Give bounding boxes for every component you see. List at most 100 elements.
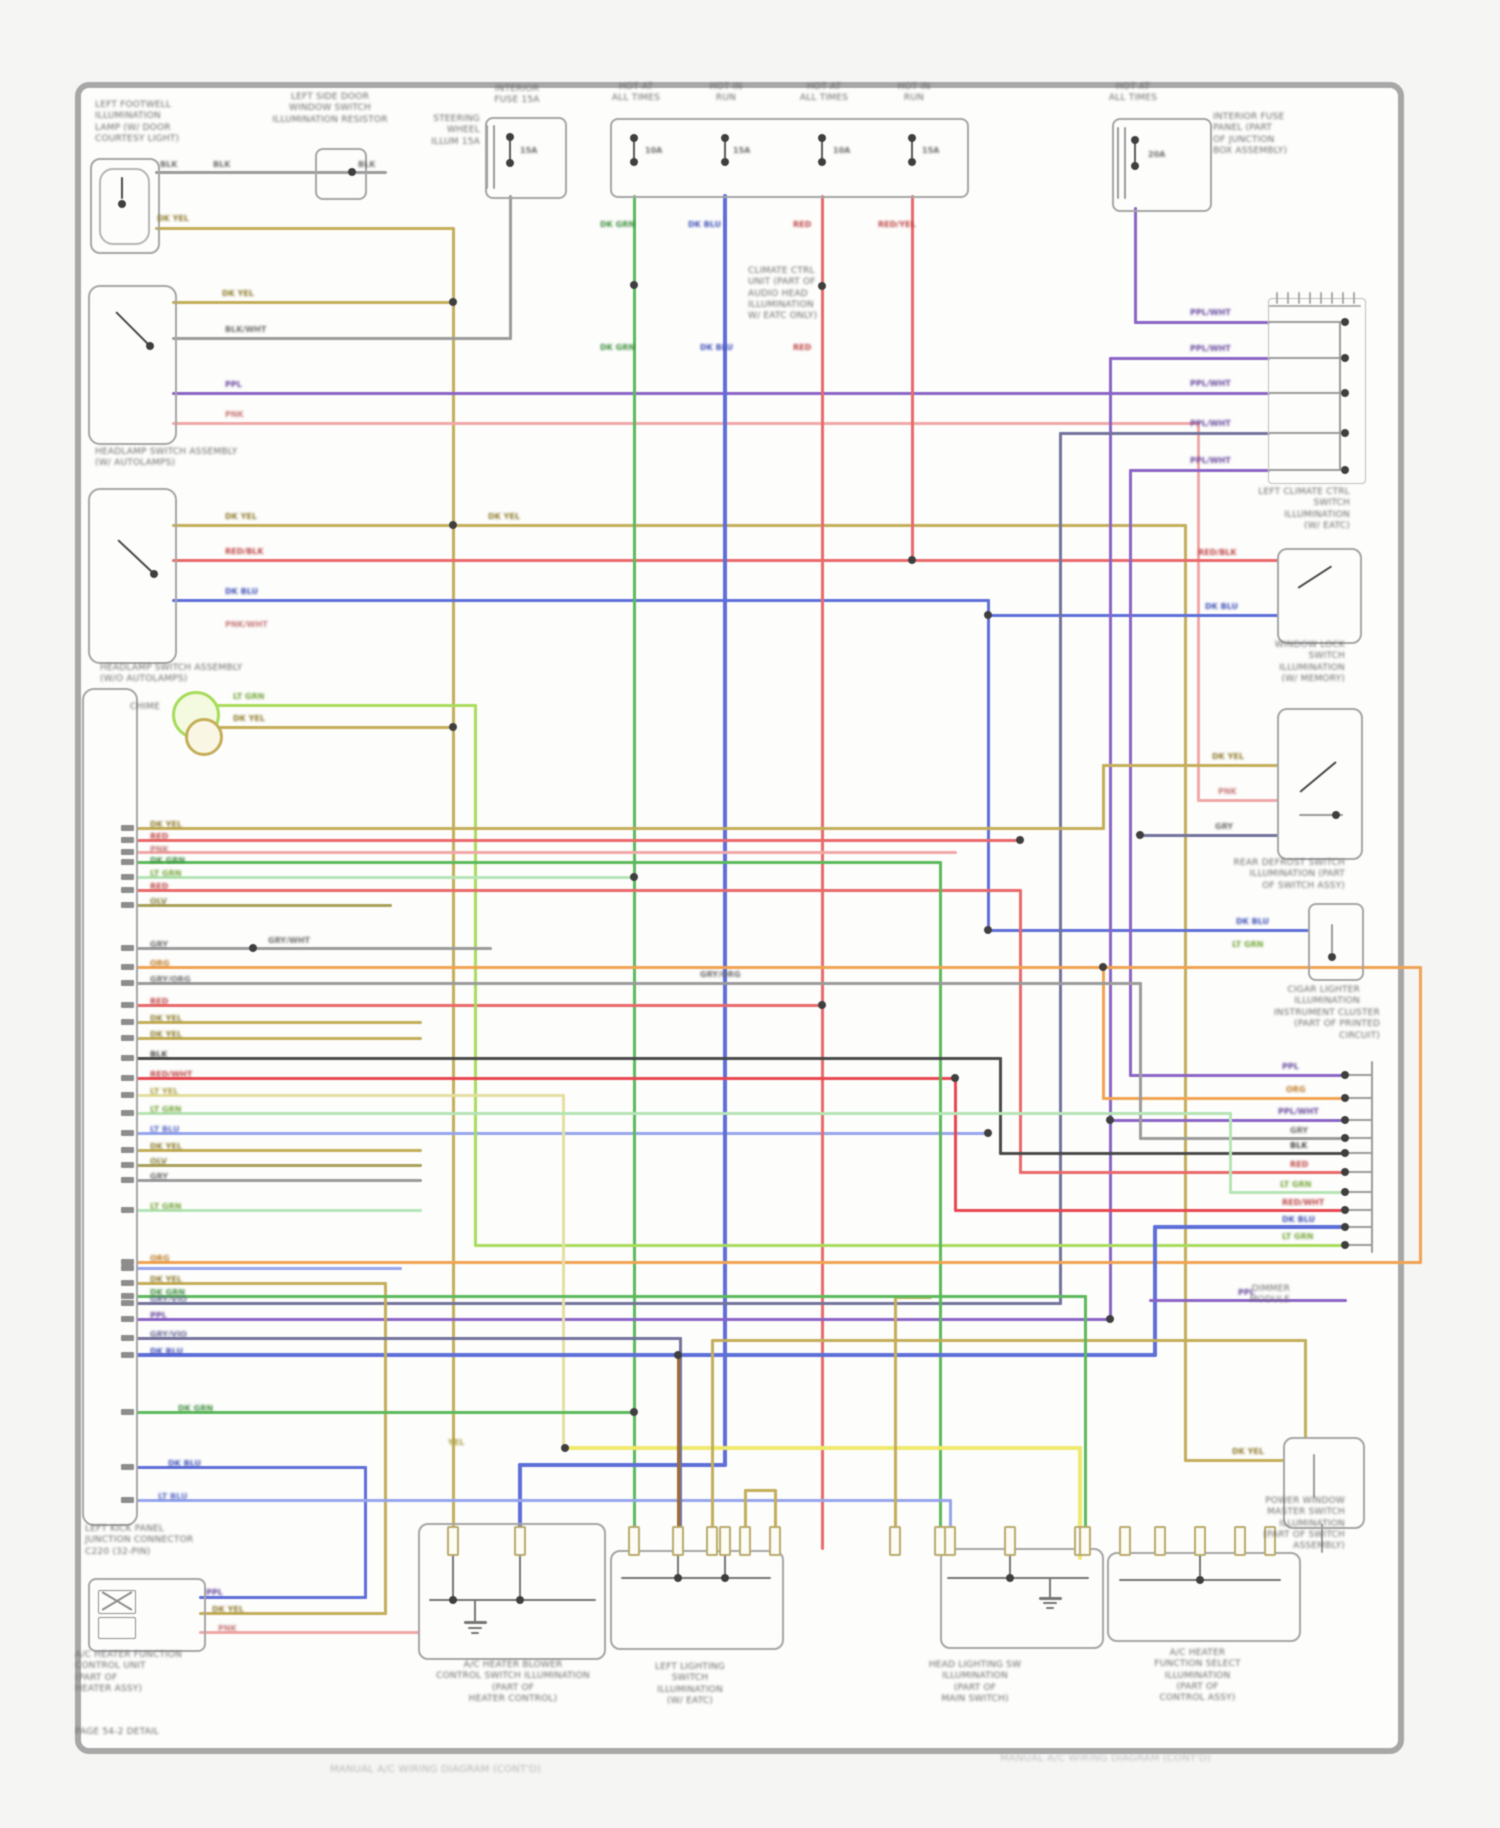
wire-color-tag: DK YEL bbox=[157, 214, 189, 223]
wire-color-tag: 20A bbox=[1148, 150, 1166, 159]
wire-w-bracketE1 bbox=[1117, 127, 1119, 199]
wire-color-tag: DK YEL bbox=[150, 1142, 182, 1151]
lbl-chime: CHIME bbox=[129, 702, 160, 712]
lbl-hot3: HOT AT ALL TIMES bbox=[799, 82, 849, 104]
wire-color-tag: DK BLU bbox=[1205, 602, 1239, 611]
wire-w-gray-c1180 bbox=[131, 1178, 422, 1182]
wire-color-tag: GRY bbox=[1290, 1126, 1309, 1135]
wire-w-rows-stub2 bbox=[1267, 357, 1341, 359]
lbl-headlamp-sw2: HEADLAMP SWITCH ASSEMBLY (W/O AUTOLAMPS) bbox=[100, 663, 243, 685]
wire-w-khaki-c1022 bbox=[131, 1020, 422, 1024]
connector-pin bbox=[121, 1280, 134, 1286]
wire-w-org-col bbox=[1101, 965, 1105, 1100]
wire-w-yel-bottom bbox=[1078, 1446, 1082, 1560]
wire-color-tag: BLK bbox=[150, 1050, 168, 1059]
junction-dot bbox=[818, 1001, 826, 1009]
wire-color-tag: OLV bbox=[150, 1157, 167, 1166]
lbl-g4: A/C HEATER FUNCTION SELECT ILLUMINATION … bbox=[1154, 1648, 1241, 1703]
wire-w-blu-e1 bbox=[363, 1465, 367, 1599]
wire-w-blu-fuse2 bbox=[518, 1463, 522, 1550]
wire-w-gray-c983 bbox=[1138, 1136, 1347, 1140]
connector-pin bbox=[121, 1259, 134, 1265]
rows-tick bbox=[1276, 292, 1278, 304]
wire-w-org-c1262 bbox=[131, 1260, 1422, 1264]
connector-pin bbox=[121, 1019, 134, 1025]
wire-color-tag: LT GRN bbox=[150, 869, 182, 878]
junction-dot bbox=[118, 200, 126, 208]
wire-color-tag: 15A bbox=[922, 146, 940, 155]
bottom-terminal-pin bbox=[719, 1526, 731, 1556]
fuse-element-fuse-d4 bbox=[911, 138, 913, 162]
wire-w-rstub4 bbox=[1344, 1137, 1373, 1139]
wire-w-blk-courtesy bbox=[154, 170, 387, 174]
wire-w-rstub6 bbox=[1344, 1171, 1373, 1173]
connector-pin bbox=[121, 1092, 134, 1098]
bottom-terminal-pin bbox=[769, 1526, 781, 1556]
wire-color-tag: ORG bbox=[1286, 1085, 1306, 1094]
wire-color-tag: PNK bbox=[1218, 787, 1237, 796]
connector-pin bbox=[121, 964, 134, 970]
bottom-terminal-pin bbox=[1154, 1526, 1166, 1556]
wire-color-tag: PPL bbox=[225, 380, 242, 389]
wire-w-slate-s2 bbox=[1138, 833, 1279, 837]
fuse-d3-terminal bbox=[818, 134, 826, 142]
wire-w-blk-c1058 bbox=[998, 1151, 1347, 1155]
lbl-fusec-left: STEERING WHEEL ILLUM 15A bbox=[431, 114, 480, 147]
connector-pin bbox=[121, 849, 134, 855]
wire-w-brn-g2 bbox=[676, 1353, 680, 1550]
wire-w-pink-e1 bbox=[198, 1630, 420, 1634]
junction-dot bbox=[1341, 354, 1349, 362]
wire-color-tag: PPL/WHT bbox=[1190, 419, 1231, 428]
wire-w-ppl-row2 bbox=[1108, 356, 1270, 360]
wire-color-tag: GRY bbox=[150, 1172, 169, 1181]
connector-pin bbox=[121, 1162, 134, 1168]
junction-dot bbox=[1006, 1574, 1014, 1582]
junction-dot bbox=[146, 342, 154, 350]
wire-color-tag: LT GRN bbox=[1280, 1180, 1312, 1189]
wire-w-ppl-clr3 bbox=[1108, 1118, 1347, 1122]
connector-pin bbox=[121, 887, 134, 893]
bottom-terminal-pin bbox=[706, 1526, 718, 1556]
wire-w-blu-sw3 bbox=[171, 598, 990, 602]
bottom-terminal-pin bbox=[447, 1526, 459, 1556]
wire-w-g2-v2 bbox=[724, 1555, 726, 1579]
wire-color-tag: RED/WHT bbox=[1282, 1198, 1325, 1207]
wire-w-blu-sw3 bbox=[986, 598, 990, 932]
wire-w-blu-fuse2 bbox=[518, 1463, 727, 1467]
wire-w-b2-el bbox=[1331, 924, 1333, 953]
wire-w-rstub9 bbox=[1344, 1226, 1373, 1228]
wire-w-pink-sw2 bbox=[1196, 798, 1279, 802]
junction-dot bbox=[516, 1596, 524, 1604]
wire-w-bracketC2 bbox=[493, 125, 495, 189]
wire-w-gnd3c bbox=[1043, 1602, 1057, 1604]
junction-dot bbox=[1341, 1241, 1349, 1249]
junction-dot bbox=[1341, 1071, 1349, 1079]
wire-w-gray-c983 bbox=[1138, 981, 1142, 1140]
chime-coil-bottom bbox=[185, 718, 223, 756]
lbl-b2-below: CIGAR LIGHTER ILLUMINATION bbox=[1287, 985, 1360, 1007]
wire-color-tag: DK YEL bbox=[225, 512, 257, 521]
wire-color-tag: DK BLU bbox=[700, 343, 734, 352]
wire-w-rstub5 bbox=[1344, 1152, 1373, 1154]
right-switch-2 bbox=[1277, 708, 1363, 860]
bottom-terminal-pin bbox=[1119, 1526, 1131, 1556]
wire-w-rows-stub3 bbox=[1267, 392, 1341, 394]
connector-pin bbox=[121, 1464, 134, 1470]
connector-pin bbox=[121, 1130, 134, 1136]
junction-dot bbox=[561, 1444, 569, 1452]
wire-color-tag: BLK bbox=[358, 160, 376, 169]
junction-dot bbox=[674, 1574, 682, 1582]
e1-cell-2 bbox=[98, 1617, 136, 1639]
wire-w-org-right bbox=[1418, 965, 1422, 1264]
wire-color-tag: 10A bbox=[833, 146, 851, 155]
connector-pin bbox=[121, 1265, 134, 1271]
lbl-dimmer: DIMMER MODULE bbox=[1249, 1284, 1290, 1306]
headlamp-switch-1 bbox=[88, 285, 177, 445]
lbl-hot1: HOT AT ALL TIMES bbox=[611, 82, 661, 104]
lbl-cluster: INSTRUMENT CLUSTER (PART OF PRINTED CIRC… bbox=[1273, 1008, 1380, 1041]
rows-tick bbox=[1342, 292, 1344, 304]
wire-w-b3-g4 bbox=[1321, 1524, 1323, 1553]
wire-w-red-c220a bbox=[131, 1003, 824, 1007]
wire-color-tag: PNK bbox=[218, 1624, 237, 1633]
